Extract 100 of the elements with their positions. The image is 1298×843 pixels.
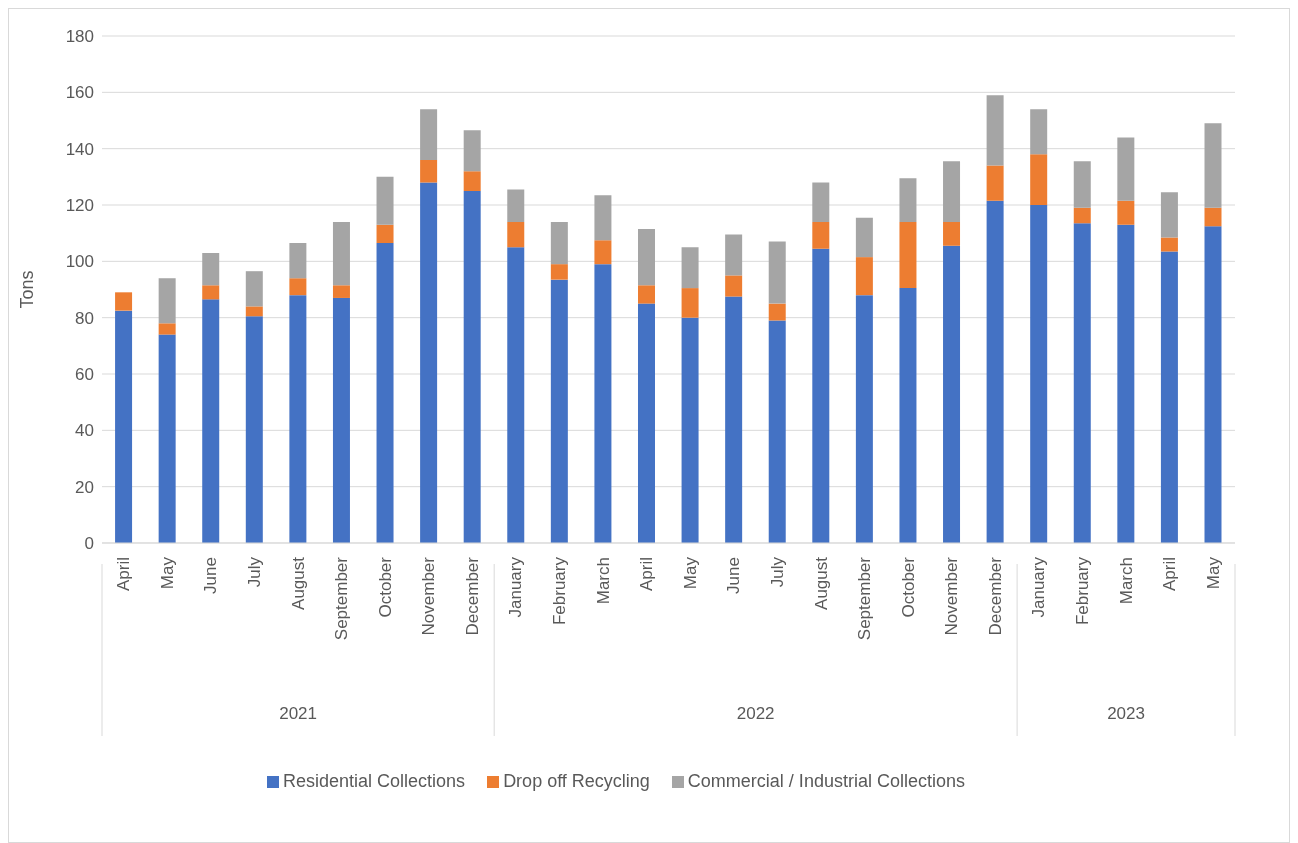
bar	[289, 295, 307, 543]
bar	[245, 306, 263, 317]
bar	[550, 279, 568, 543]
bar	[1160, 192, 1178, 238]
bar	[681, 247, 699, 289]
bar	[1030, 154, 1048, 205]
bar	[1160, 251, 1178, 543]
bar	[899, 288, 917, 543]
bar	[550, 221, 568, 265]
x-tick-label: May	[1203, 556, 1223, 590]
y-tick-label: 160	[65, 83, 94, 103]
bar	[376, 224, 394, 244]
bar	[463, 130, 481, 172]
bar	[376, 243, 394, 543]
bar	[463, 190, 481, 543]
y-tick-label: 40	[75, 421, 94, 441]
bar	[943, 221, 961, 246]
bar	[986, 200, 1004, 543]
bar	[1073, 223, 1091, 543]
bar	[202, 285, 220, 300]
bar	[1117, 224, 1135, 543]
bar	[768, 241, 786, 304]
y-tick-label: 20	[75, 477, 94, 497]
x-tick-label: October	[898, 556, 918, 618]
bar	[420, 182, 438, 543]
bar	[899, 178, 917, 222]
x-tick-label: August	[811, 556, 831, 610]
bar	[899, 221, 917, 289]
bar	[943, 161, 961, 222]
bar	[1204, 226, 1222, 543]
x-tick-label: April	[114, 557, 134, 592]
bar	[1030, 205, 1048, 543]
legend-label: Commercial / Industrial Collections	[687, 771, 965, 791]
bar	[158, 334, 176, 543]
bar	[202, 299, 220, 543]
bar	[638, 228, 655, 286]
bar	[855, 217, 873, 258]
x-tick-label: November	[942, 556, 962, 636]
bar	[1073, 161, 1091, 208]
y-tick-label: 80	[75, 308, 94, 328]
bar	[812, 221, 830, 249]
x-tick-label: July	[245, 556, 265, 588]
bar	[507, 247, 525, 543]
y-tick-label: 0	[84, 534, 94, 554]
bar	[245, 271, 263, 307]
x-tick-label: October	[375, 556, 395, 618]
x-tick-label: March	[1116, 557, 1136, 605]
y-tick-label: 120	[65, 196, 94, 216]
bar	[289, 278, 307, 296]
text: 2023	[1107, 704, 1145, 723]
bar	[1117, 137, 1135, 201]
bar	[115, 310, 133, 543]
x-tick-label: September	[332, 556, 352, 641]
bar	[768, 303, 786, 321]
y-axis-title: Tons	[17, 270, 38, 309]
legend-label: Residential Collections	[283, 771, 466, 791]
bar	[594, 240, 612, 265]
bar	[550, 264, 568, 280]
bar	[1117, 200, 1135, 225]
bar	[332, 297, 350, 543]
bar	[725, 296, 743, 543]
x-tick-label: March	[593, 557, 613, 605]
x-tick-label: January	[1029, 556, 1049, 618]
bar	[1204, 123, 1222, 208]
bar	[1030, 109, 1048, 155]
y-tick-label: 100	[65, 252, 94, 272]
bar	[289, 243, 307, 279]
bar	[158, 323, 176, 335]
x-tick-label: July	[767, 556, 787, 588]
x-tick-label: December	[985, 556, 1005, 636]
x-tick-label: December	[462, 556, 482, 636]
x-tick-label: June	[724, 557, 744, 594]
bar	[986, 95, 1004, 166]
x-tick-label: February	[1072, 556, 1092, 626]
legend-label: Drop off Recycling	[503, 771, 650, 791]
x-tick-label: January	[506, 556, 526, 618]
bar	[812, 182, 830, 222]
bar	[638, 285, 655, 304]
bar	[638, 303, 655, 543]
y-tick-label: 60	[75, 365, 94, 385]
bar	[855, 257, 873, 296]
bar	[594, 195, 612, 241]
x-tick-label: February	[550, 556, 570, 626]
bar	[420, 159, 438, 183]
bar	[1073, 207, 1091, 224]
text: 2022	[736, 704, 775, 723]
bar	[855, 295, 873, 543]
bar	[115, 292, 133, 311]
x-tick-label: June	[201, 557, 221, 594]
bar	[158, 278, 176, 324]
bar	[594, 264, 612, 543]
bar	[1204, 207, 1222, 227]
y-tick-label: 140	[65, 139, 94, 159]
bar	[376, 176, 394, 225]
bar	[507, 189, 525, 222]
x-tick-label: September	[855, 556, 875, 641]
bar	[986, 165, 1004, 201]
x-tick-label: May	[157, 556, 177, 590]
bar	[681, 317, 699, 543]
bar	[463, 171, 481, 191]
